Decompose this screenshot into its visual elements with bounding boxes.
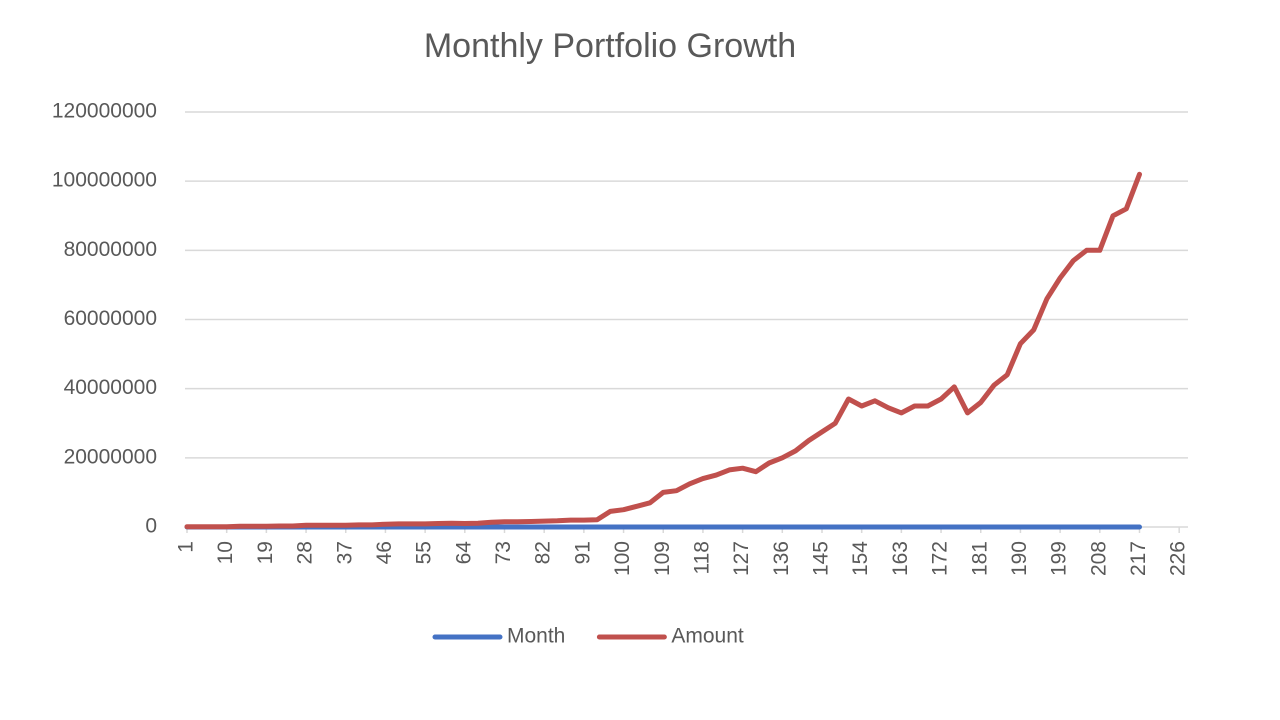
x-tick-label: 82 xyxy=(532,541,555,564)
x-tick-label: 154 xyxy=(849,541,872,576)
x-tick-label: 19 xyxy=(254,541,277,564)
y-tick-label: 0 xyxy=(145,515,157,538)
y-tick-label: 80000000 xyxy=(64,238,157,261)
x-tick-label: 226 xyxy=(1167,541,1190,576)
y-tick-label: 100000000 xyxy=(52,169,157,192)
x-tick-label: 127 xyxy=(730,541,753,576)
x-tick-label: 208 xyxy=(1087,541,1110,576)
x-tick-label: 73 xyxy=(492,541,515,564)
series-line xyxy=(184,171,1142,530)
x-tick-label: 181 xyxy=(968,541,991,576)
x-tick-label: 136 xyxy=(770,541,793,576)
chart-title: Monthly Portfolio Growth xyxy=(424,27,796,65)
x-tick-label: 64 xyxy=(452,541,475,565)
x-tick-label: 91 xyxy=(571,541,594,564)
y-tick-label: 120000000 xyxy=(52,100,157,123)
x-tick-label: 10 xyxy=(214,541,237,564)
x-tick-label: 217 xyxy=(1127,541,1150,576)
y-tick-label: 60000000 xyxy=(64,307,157,330)
x-tick-label: 199 xyxy=(1048,541,1071,576)
x-tick-label: 109 xyxy=(651,541,674,576)
x-tick-label: 118 xyxy=(690,541,713,574)
legend-label: Amount xyxy=(671,625,744,648)
legend-label: Month xyxy=(507,625,565,648)
x-tick-label: 100 xyxy=(611,541,634,576)
x-tick-label: 55 xyxy=(413,541,436,564)
x-tick-label: 163 xyxy=(889,541,912,576)
x-tick-label: 37 xyxy=(333,541,356,564)
y-tick-label: 20000000 xyxy=(64,445,157,468)
x-tick-label: 28 xyxy=(294,541,317,564)
x-tick-label: 190 xyxy=(1008,541,1031,576)
x-tick-label: 1 xyxy=(175,541,198,553)
x-tick-label: 172 xyxy=(929,541,952,576)
x-tick-label: 46 xyxy=(373,541,396,564)
y-tick-label: 40000000 xyxy=(64,376,157,399)
x-tick-label: 145 xyxy=(810,541,833,576)
